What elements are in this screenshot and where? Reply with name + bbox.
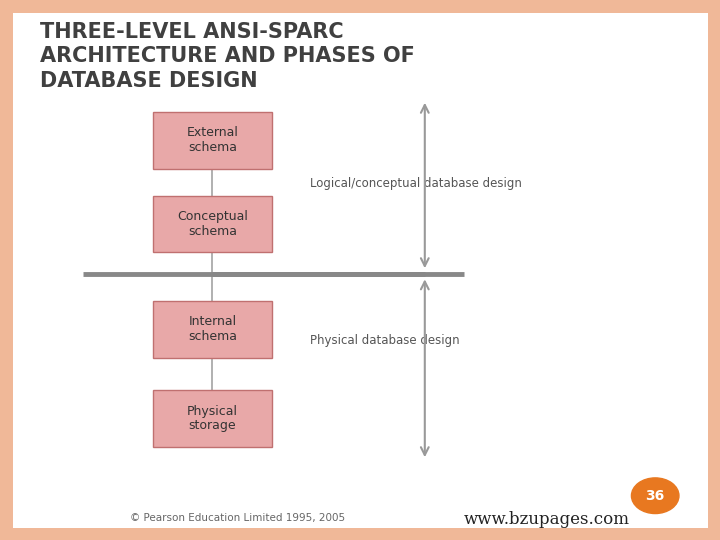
FancyBboxPatch shape bbox=[153, 195, 271, 252]
FancyBboxPatch shape bbox=[153, 112, 271, 168]
Text: © Pearson Education Limited 1995, 2005: © Pearson Education Limited 1995, 2005 bbox=[130, 514, 345, 523]
Text: Conceptual
schema: Conceptual schema bbox=[177, 210, 248, 238]
Text: www.bzupages.com: www.bzupages.com bbox=[464, 511, 630, 528]
Text: Logical/conceptual database design: Logical/conceptual database design bbox=[310, 177, 521, 190]
Text: External
schema: External schema bbox=[186, 126, 238, 154]
Circle shape bbox=[631, 478, 679, 514]
FancyBboxPatch shape bbox=[153, 390, 271, 447]
Text: Physical database design: Physical database design bbox=[310, 334, 459, 347]
FancyBboxPatch shape bbox=[153, 301, 271, 357]
Text: 36: 36 bbox=[646, 489, 665, 503]
Text: THREE-LEVEL ANSI-SPARC
ARCHITECTURE AND PHASES OF
DATABASE DESIGN: THREE-LEVEL ANSI-SPARC ARCHITECTURE AND … bbox=[40, 22, 415, 91]
Text: Physical
storage: Physical storage bbox=[187, 404, 238, 433]
Text: Internal
schema: Internal schema bbox=[188, 315, 237, 343]
